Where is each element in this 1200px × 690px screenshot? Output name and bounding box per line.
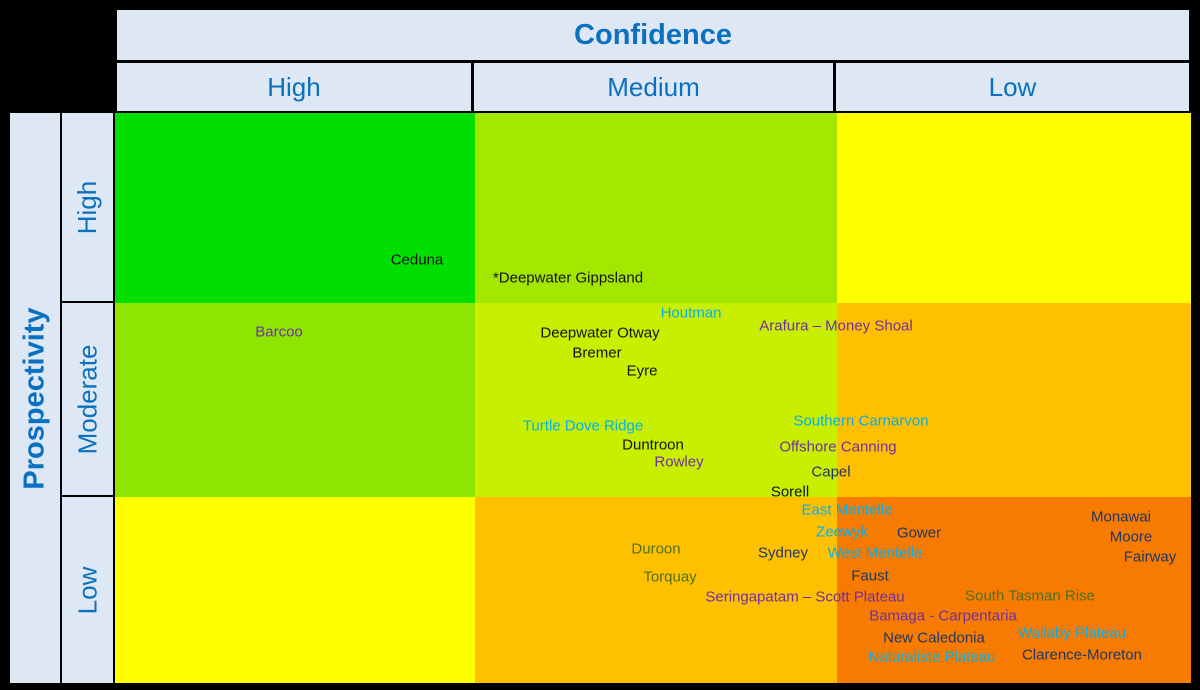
basin-label-gower: Gower [896,524,942,542]
basin-label-offshore-canning: Offshore Canning [779,438,897,456]
basin-label-southern-carnarvon: Southern Carnarvon [793,412,929,430]
basin-label-rowley: Rowley [654,453,704,471]
basin-label-turtle-dove-ridge: Turtle Dove Ridge [522,417,644,435]
basin-label-barcoo: Barcoo [255,323,303,341]
matrix-cell-low-prospectivity-low-confidence [837,497,1191,683]
matrix-cell-low-prospectivity-high-confidence [115,497,475,683]
basin-label-bremer: Bremer [572,344,622,362]
basin-label-east-mentelle: East Mentelle [801,501,893,519]
column-header-low: Low [836,63,1189,111]
column-header-medium: Medium [474,63,833,111]
matrix-grid [115,113,1191,683]
column-header-high-text: High [267,71,321,102]
x-axis-title: Confidence [117,10,1189,60]
basin-label-clarence-moreton: Clarence-Moreton [1021,646,1143,664]
basin-label-ceduna: Ceduna [390,251,444,269]
matrix-cell-moderate-prospectivity-high-confidence [115,303,475,497]
matrix-cell-high-prospectivity-medium-confidence [475,113,837,303]
basin-label-sorell: Sorell [770,483,810,501]
matrix-cell-moderate-prospectivity-low-confidence [837,303,1191,497]
basin-label-moore: Moore [1109,528,1153,546]
basin-label-west-mentelle: West Mentelle [827,544,923,562]
row-header-low-text: Low [71,566,102,614]
basin-label-new-caledonia: New Caledonia [883,629,985,647]
basin-label-south-tasman-rise: South Tasman Rise [965,587,1095,605]
row-header-high-text: High [72,180,103,234]
matrix-cell-high-prospectivity-high-confidence [115,113,475,303]
row-header-high: High [62,113,113,301]
matrix-cell-low-prospectivity-medium-confidence [475,497,837,683]
row-header-low: Low [62,497,113,683]
basin-label-wallaby-plateau: Wallaby Plateau [1018,624,1126,642]
basin-label-deepwater-gippsland: *Deepwater Gippsland [492,269,644,287]
basin-label-torquay: Torquay [643,568,697,586]
row-header-moderate-text: Moderate [72,344,102,454]
y-axis-title: Prospectivity [10,113,60,683]
column-header-high: High [117,63,471,111]
basin-label-sydney: Sydney [757,544,809,562]
matrix-cell-high-prospectivity-low-confidence [837,113,1191,303]
row-header-moderate: Moderate [62,303,113,495]
basin-label-seringapatam-scott-plateau: Seringapatam – Scott Plateau [705,588,905,606]
basin-label-capel: Capel [811,463,851,481]
basin-label-eyre: Eyre [626,362,658,380]
column-header-medium-text: Medium [607,71,700,102]
matrix-cell-moderate-prospectivity-medium-confidence [475,303,837,497]
basin-label-houtman: Houtman [660,304,722,322]
basin-label-zeewyk: Zeewyk [816,523,868,541]
corner-spacer [0,0,115,113]
y-axis-title-text: Prospectivity [18,306,51,490]
basin-label-duroon: Duroon [631,540,681,558]
basin-label-monawai: Monawai [1090,508,1152,526]
basin-label-duntroon: Duntroon [622,436,684,454]
basin-label-deepwater-otway: Deepwater Otway [540,324,660,342]
basin-label-faust: Faust [851,567,889,585]
column-header-low-text: Low [988,71,1037,102]
basin-label-naturaliste-plateau: Naturaliste Plateau [868,648,996,666]
basin-label-fairway: Fairway [1123,548,1177,566]
basin-label-arafura-money-shoal: Arafura – Money Shoal [759,317,913,335]
basin-label-bamaga-carpentaria: Bamaga - Carpentaria [869,607,1017,625]
x-axis-title-text: Confidence [574,18,732,51]
